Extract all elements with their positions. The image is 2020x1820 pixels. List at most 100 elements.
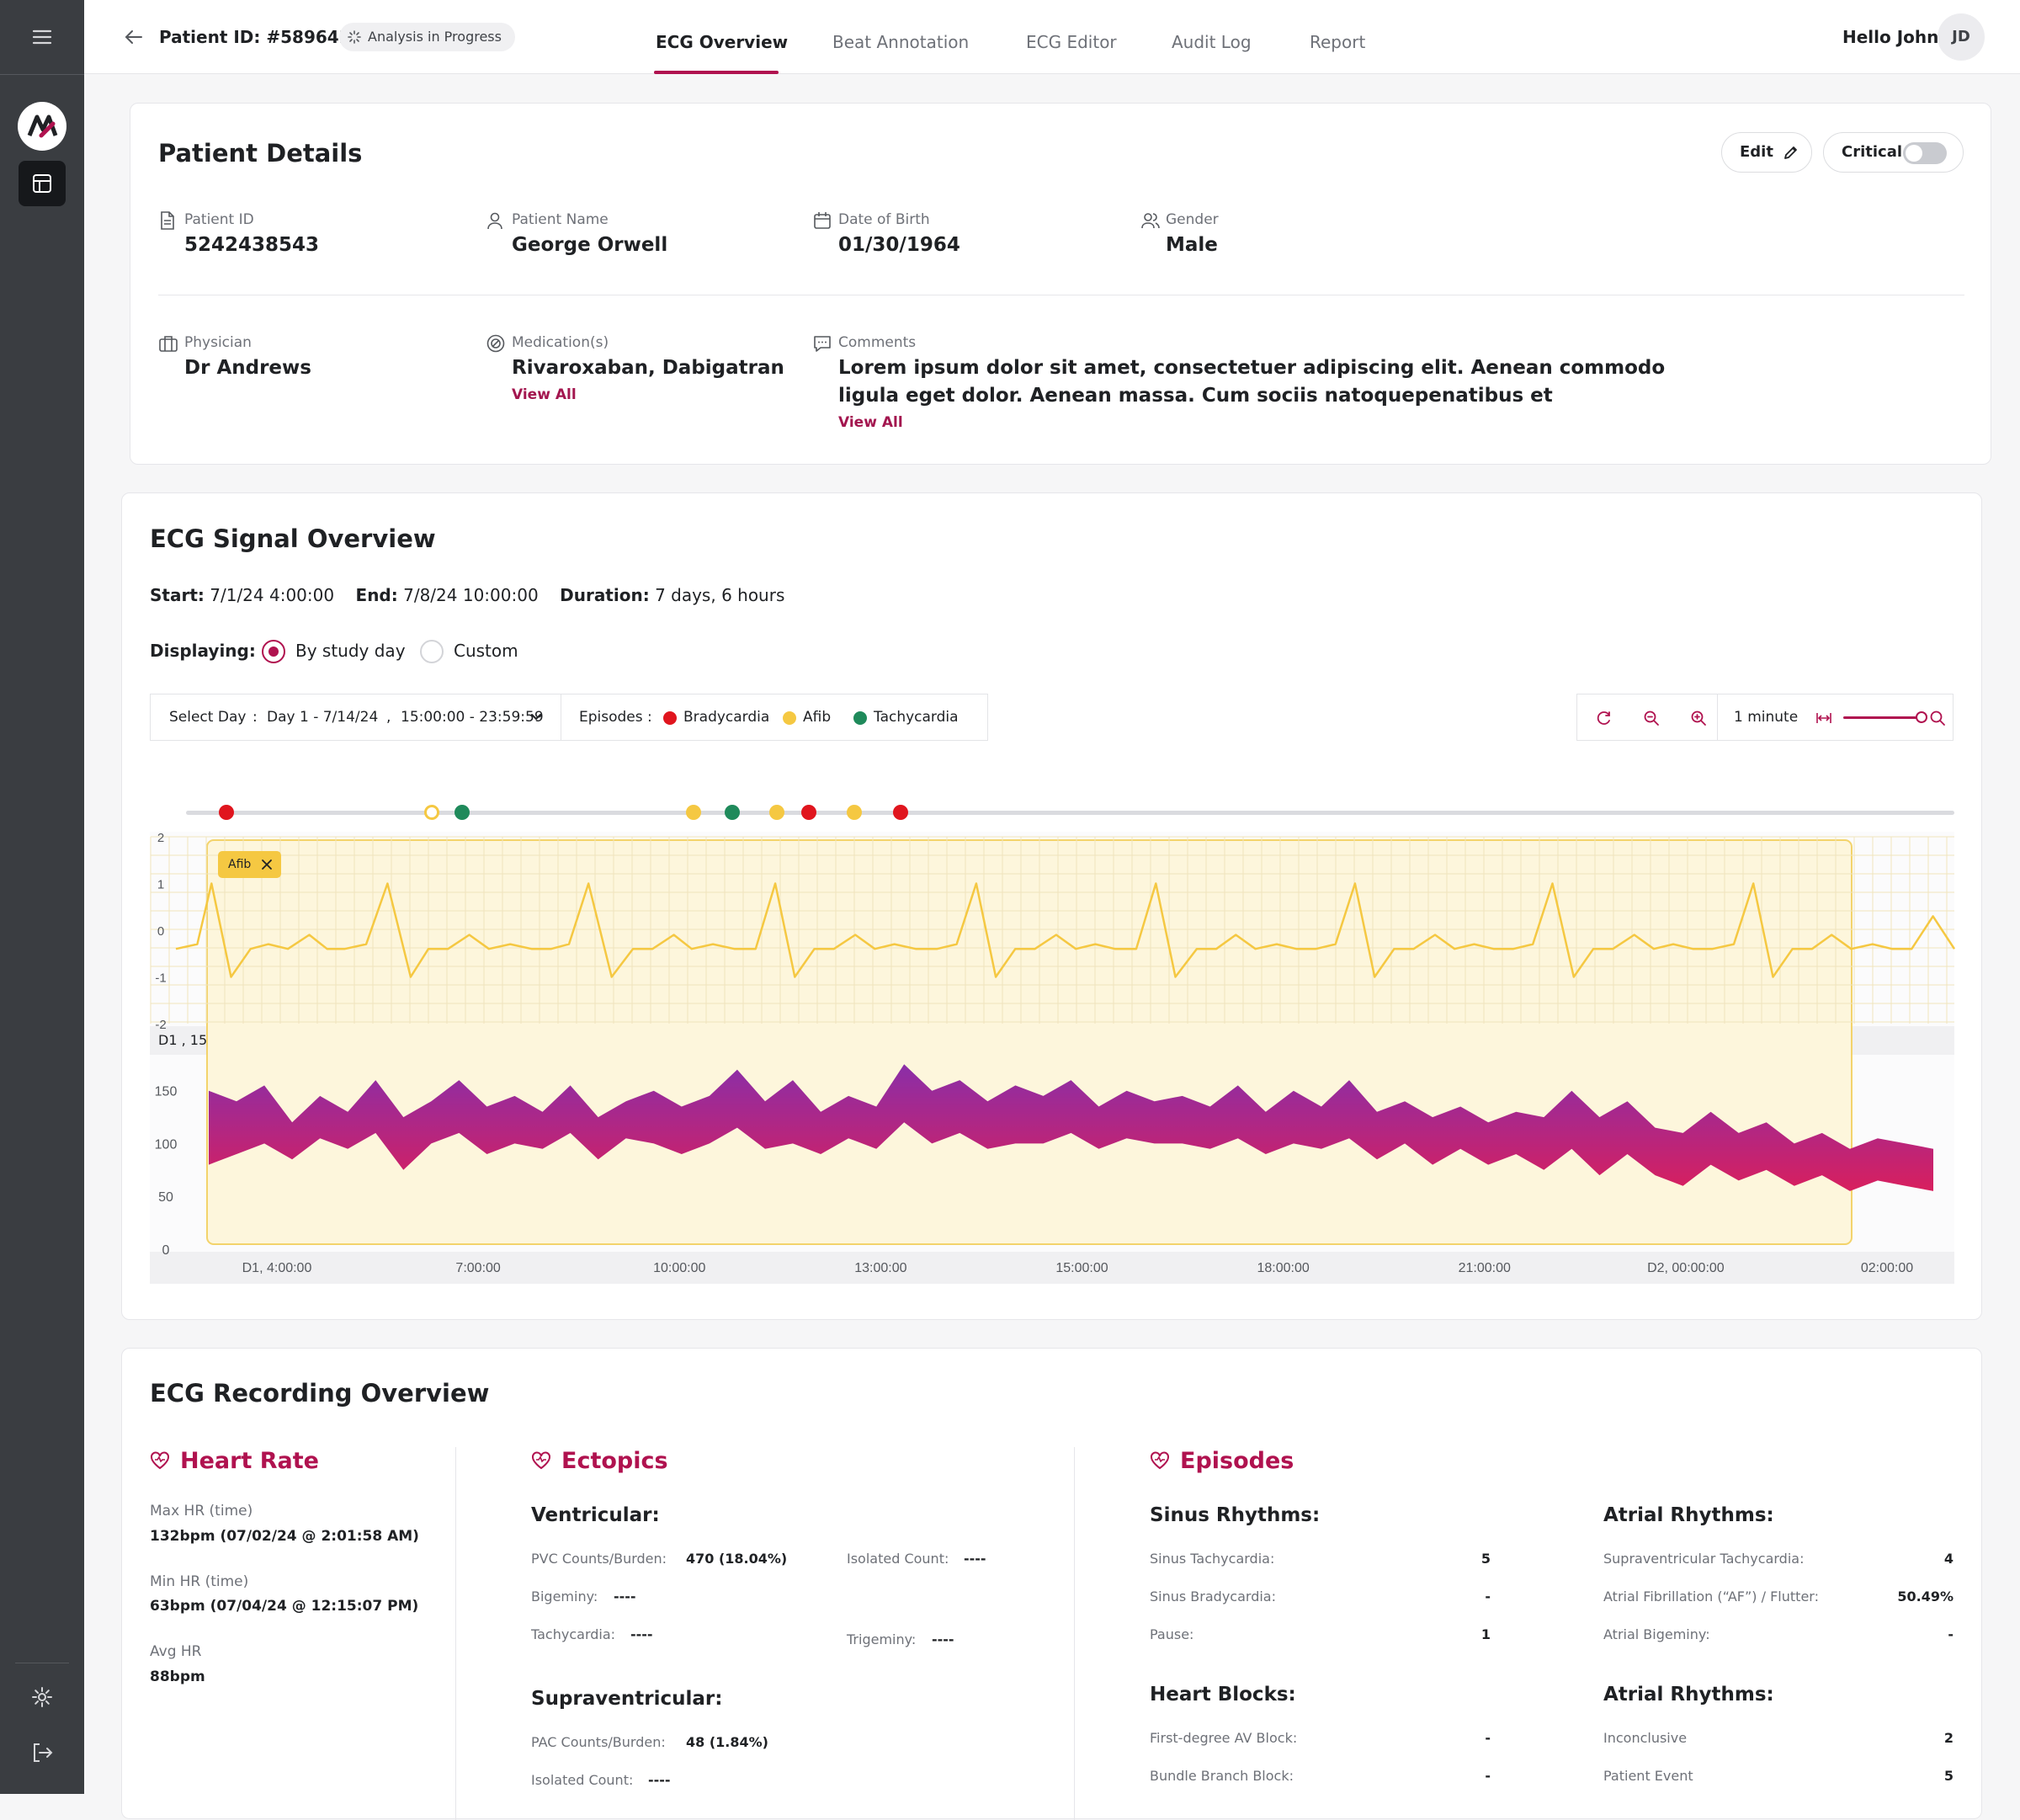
- active-tab-indicator: [654, 71, 779, 74]
- pvc-value: 470 (18.04%): [686, 1551, 788, 1567]
- start-label: Start:: [150, 585, 205, 605]
- timeline-marker[interactable]: [685, 805, 701, 820]
- comments-label: Comments: [838, 334, 917, 351]
- patient-details-card: Patient Details Edit Critical Patient ID…: [130, 103, 1991, 465]
- time-axis-tick: 18:00:00: [1257, 1261, 1309, 1275]
- comments-line-2: ligula eget dolor. Aenean massa. Cum soc…: [838, 385, 1553, 407]
- search-icon[interactable]: [1929, 710, 1946, 726]
- sinus-tachy-label: Sinus Tachycardia:: [1150, 1551, 1275, 1567]
- radio-custom[interactable]: [420, 640, 444, 663]
- inconclusive-value: 2: [1943, 1730, 1954, 1746]
- pvc-label: PVC Counts/Burden:: [531, 1551, 667, 1567]
- zoom-toolbar: 1 minute: [1576, 694, 1954, 741]
- top-bar: Patient ID: #589642 Analysis in Progress…: [84, 0, 2020, 74]
- dashboard-icon[interactable]: [19, 161, 66, 206]
- timeline-marker[interactable]: [847, 805, 863, 820]
- select-time-value: 15:00:00 - 23:59:59: [401, 709, 544, 726]
- zoom-slider-track[interactable]: [1843, 716, 1922, 719]
- end-label: End:: [355, 585, 398, 605]
- sidebar: [0, 0, 84, 1794]
- edit-button[interactable]: Edit: [1721, 132, 1812, 173]
- patient-event-label: Patient Event: [1603, 1768, 1693, 1784]
- logout-icon[interactable]: [30, 1741, 54, 1764]
- atrial-2-heading: Atrial Rhythms:: [1603, 1684, 1774, 1706]
- document-icon: [159, 211, 176, 230]
- physician-label: Physician: [184, 334, 252, 351]
- episodes-title: Episodes: [1180, 1448, 1294, 1474]
- medication-view-all-link[interactable]: View All: [512, 386, 577, 403]
- trigeminy-value: ----: [932, 1631, 954, 1647]
- study-times: Start: 7/1/24 4:00:00 End: 7/8/24 10:00:…: [150, 585, 784, 605]
- comments-view-all-link[interactable]: View All: [838, 414, 903, 431]
- user-icon: [486, 211, 503, 230]
- timeline-marker[interactable]: [424, 805, 440, 820]
- avatar[interactable]: JD: [1938, 13, 1985, 61]
- af-label: Atrial Fibrillation (“AF”) / Flutter:: [1603, 1589, 1819, 1604]
- atrial-heading: Atrial Rhythms:: [1603, 1504, 1774, 1526]
- atrial-bigeminy-value: -: [1948, 1626, 1954, 1642]
- af-value: 50.49%: [1897, 1589, 1954, 1604]
- critical-toggle[interactable]: [1903, 142, 1947, 164]
- menu-icon[interactable]: [32, 29, 52, 45]
- select-day-dropdown[interactable]: Select Day : Day 1 - 7/14/24 , 15:00:00 …: [150, 694, 561, 741]
- timeline-marker[interactable]: [800, 805, 816, 820]
- zoom-out-icon[interactable]: [1643, 710, 1660, 726]
- inconclusive-label: Inconclusive: [1603, 1730, 1688, 1746]
- min-hr-value: 63bpm (07/04/24 @ 12:15:07 PM): [150, 1598, 419, 1615]
- tab-ecg-editor[interactable]: ECG Editor: [1026, 32, 1117, 52]
- hr-y-tick: 150: [155, 1085, 178, 1099]
- av-block-value: -: [1485, 1730, 1491, 1746]
- end-value: 7/8/24 10:00:00: [403, 585, 539, 605]
- bigeminy-value: ----: [614, 1589, 636, 1604]
- zoom-in-icon[interactable]: [1690, 710, 1707, 726]
- column-divider: [1074, 1447, 1075, 1820]
- edit-label: Edit: [1740, 143, 1773, 161]
- tachycardia-value: ----: [630, 1626, 653, 1642]
- tab-report[interactable]: Report: [1310, 32, 1366, 52]
- tab-ecg-overview[interactable]: ECG Overview: [656, 32, 789, 52]
- patient-name-value: George Orwell: [512, 234, 668, 256]
- time-axis-bar: [150, 1252, 1954, 1284]
- afib-region: [206, 839, 1853, 1245]
- close-icon[interactable]: [261, 859, 273, 870]
- dob-label: Date of Birth: [838, 211, 930, 228]
- tab-audit-log[interactable]: Audit Log: [1172, 32, 1252, 52]
- reset-icon[interactable]: [1596, 710, 1613, 726]
- isolated-2-label: Isolated Count:: [531, 1772, 634, 1788]
- timeline-marker[interactable]: [768, 805, 784, 820]
- timeline-marker[interactable]: [725, 805, 741, 820]
- radio-by-study-day[interactable]: [262, 640, 285, 663]
- back-arrow-icon[interactable]: [125, 29, 143, 45]
- legend-bradycardia: Bradycardia: [683, 709, 770, 726]
- chevron-down-icon: [529, 712, 543, 722]
- ventricular-heading: Ventricular:: [531, 1504, 660, 1526]
- ecg-charts: 2 1 0 -1 -2 150 100 50 0 D1, 4:00:00 7:00:00 10:00:…: [150, 831, 1956, 1275]
- timeline-marker[interactable]: [454, 805, 470, 820]
- ectopics-title: Ectopics: [561, 1448, 668, 1474]
- sinus-tachy-value: 5: [1480, 1551, 1491, 1567]
- app-logo[interactable]: [18, 102, 66, 151]
- patient-event-value: 5: [1943, 1768, 1954, 1784]
- min-hr-label: Min HR (time): [150, 1573, 249, 1590]
- hr-y-tick: 0: [162, 1243, 170, 1258]
- select-day-colon: :: [252, 709, 258, 726]
- timeline-marker[interactable]: [219, 805, 235, 820]
- episodes-legend: Episodes : Bradycardia Afib Tachycardia: [561, 694, 988, 741]
- timeline-marker[interactable]: [892, 805, 908, 820]
- pac-value: 48 (1.84%): [686, 1734, 768, 1750]
- episode-timeline[interactable]: [186, 811, 1954, 815]
- pac-label: PAC Counts/Burden:: [531, 1734, 666, 1750]
- ecg-y-tick: 2: [157, 831, 164, 845]
- pause-label: Pause:: [1150, 1626, 1194, 1642]
- settings-icon[interactable]: [30, 1685, 54, 1709]
- select-day-label: Select Day: [169, 709, 247, 726]
- isolated-label: Isolated Count:: [847, 1551, 949, 1567]
- episodes-label: Episodes :: [579, 709, 652, 726]
- zoom-slider-handle[interactable]: [1916, 711, 1927, 723]
- time-axis-tick: 15:00:00: [1055, 1261, 1108, 1275]
- zoom-label: 1 minute: [1734, 709, 1799, 726]
- tab-beat-annotation[interactable]: Beat Annotation: [832, 32, 970, 52]
- span-icon: [1815, 710, 1832, 726]
- time-axis-tick: 7:00:00: [455, 1261, 500, 1275]
- avg-hr-label: Avg HR: [150, 1643, 202, 1660]
